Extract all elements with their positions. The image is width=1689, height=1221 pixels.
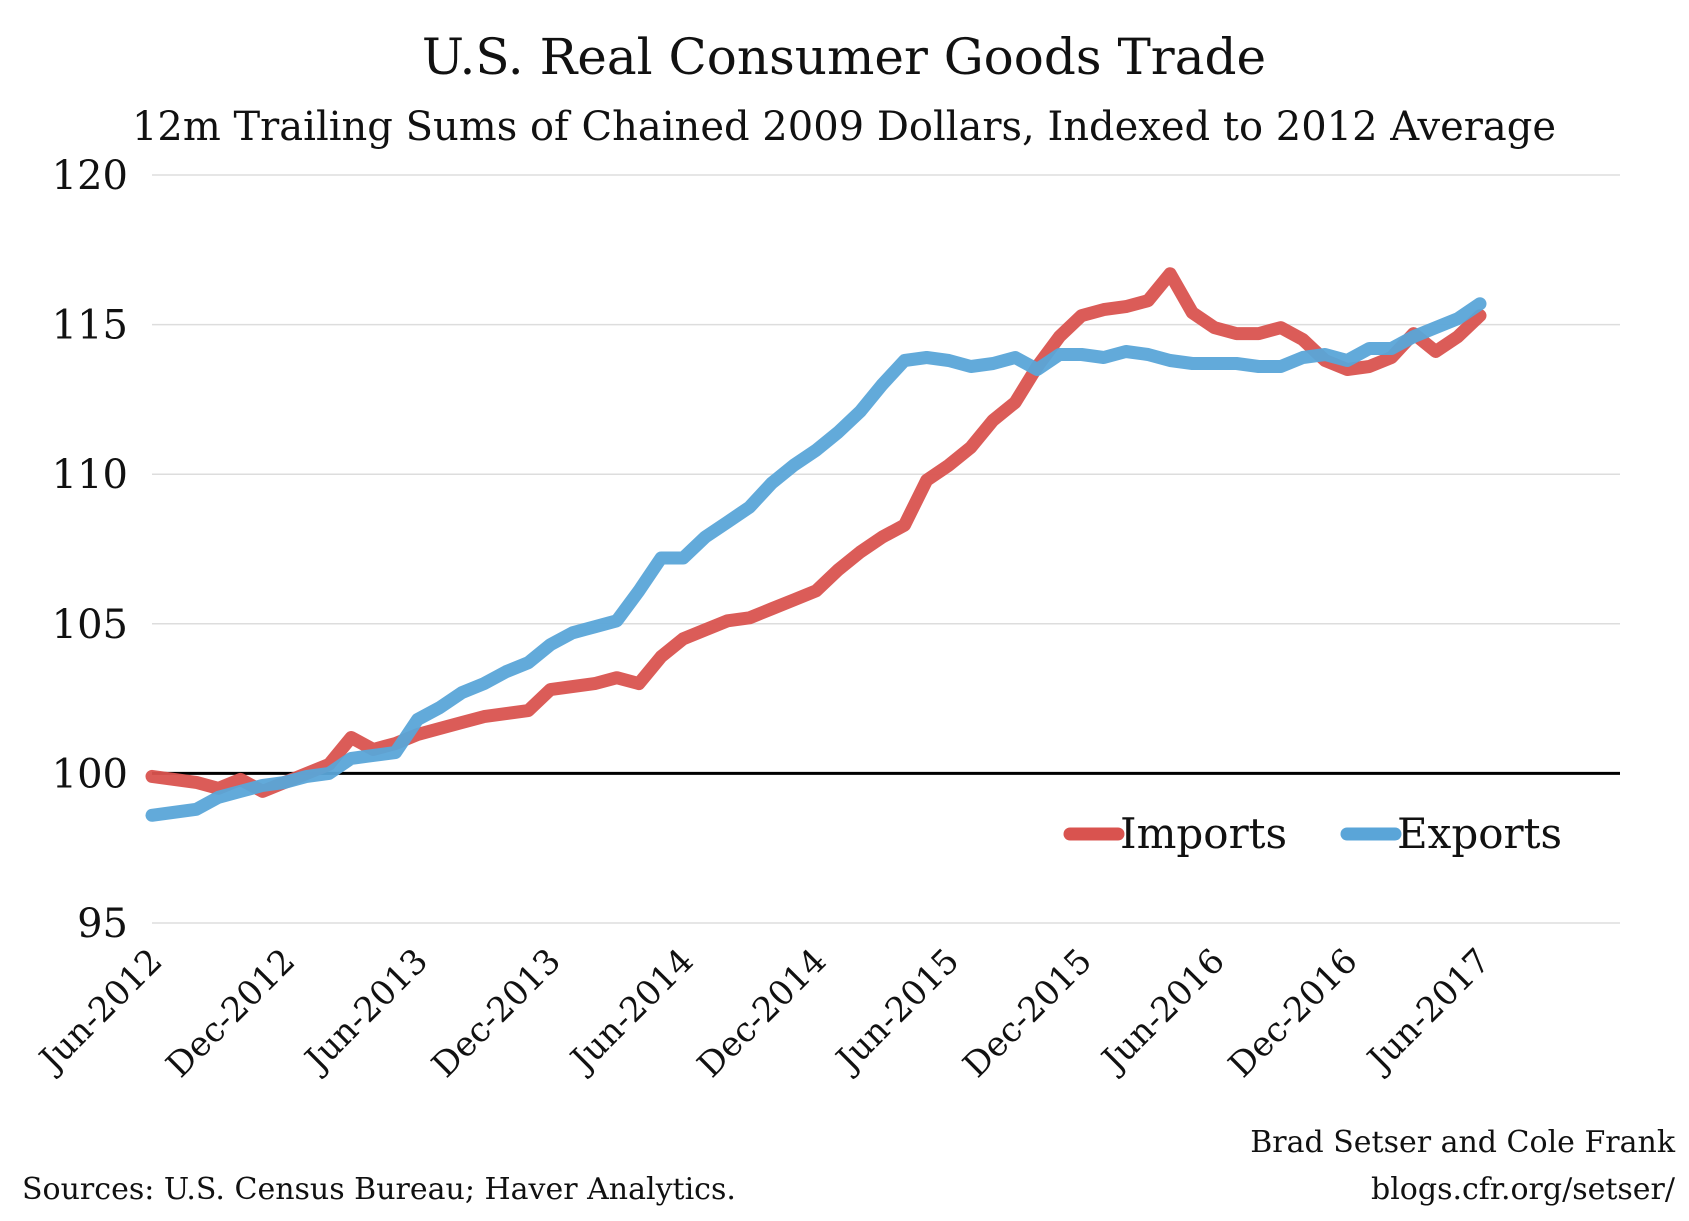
y-tick-label: 100 xyxy=(52,751,128,797)
x-tick-label: Dec-2014 xyxy=(690,941,835,1086)
x-tick-label: Jun-2012 xyxy=(30,941,170,1081)
x-tick-label: Dec-2016 xyxy=(1221,941,1366,1086)
x-tick-label: Dec-2015 xyxy=(955,941,1100,1086)
chart-title: U.S. Real Consumer Goods Trade xyxy=(422,28,1266,86)
legend-label-exports: Exports xyxy=(1397,809,1562,858)
series-lines xyxy=(145,267,1487,822)
legend-label-imports: Imports xyxy=(1120,809,1287,858)
chart-subtitle: 12m Trailing Sums of Chained 2009 Dollar… xyxy=(132,104,1556,150)
x-tick-label: Dec-2012 xyxy=(159,941,304,1086)
x-tick-label: Jun-2016 xyxy=(1092,941,1232,1081)
series-line-exports xyxy=(145,297,1487,822)
x-axis-ticks: Jun-2012Dec-2012Jun-2013Dec-2013Jun-2014… xyxy=(30,941,1498,1086)
y-tick-label: 110 xyxy=(52,452,128,498)
x-tick-label: Jun-2017 xyxy=(1358,941,1498,1081)
y-tick-label: 120 xyxy=(52,153,128,199)
legend: Imports Exports xyxy=(1063,809,1562,858)
source-note: Sources: U.S. Census Bureau; Haver Analy… xyxy=(22,1172,736,1207)
x-tick-label: Jun-2014 xyxy=(561,941,701,1081)
credit-url: blogs.cfr.org/setser/ xyxy=(1371,1172,1676,1207)
gridlines xyxy=(152,174,1620,924)
y-tick-label: 105 xyxy=(52,602,128,648)
y-tick-label: 115 xyxy=(52,303,128,349)
y-axis-ticks: 95 100 105 110 115 120 xyxy=(52,153,128,947)
credit-authors: Brad Setser and Cole Frank xyxy=(1250,1125,1676,1160)
x-tick-label: Jun-2013 xyxy=(296,941,436,1081)
y-tick-label: 95 xyxy=(77,901,128,947)
series-line-imports xyxy=(145,267,1487,798)
x-tick-label: Jun-2015 xyxy=(827,941,967,1081)
x-tick-label: Dec-2013 xyxy=(424,941,569,1086)
